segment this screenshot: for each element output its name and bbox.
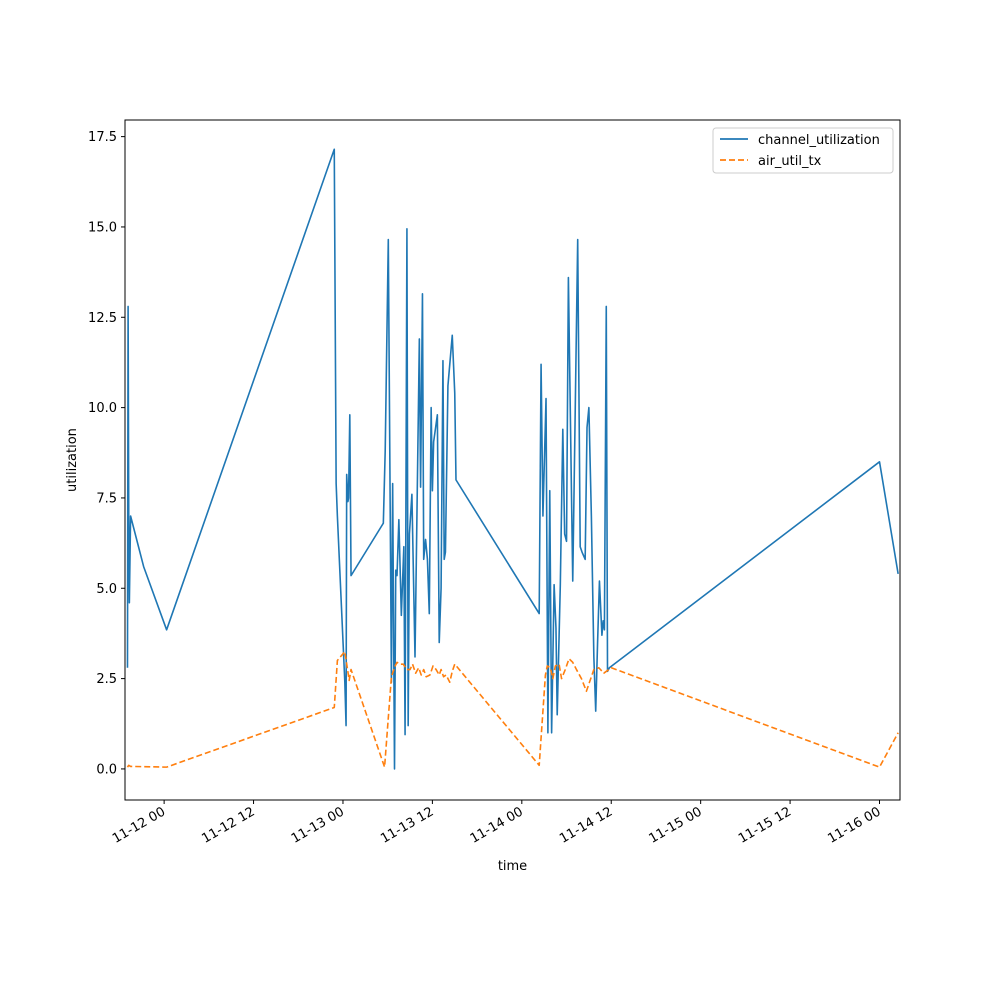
y-axis: 0.0 2.5 5.0 7.5 10.0 12.5 15.0 17.5 — [88, 130, 125, 777]
x-axis-label: time — [498, 859, 527, 874]
legend-entry-channel-utilization: channel_utilization — [758, 133, 880, 148]
legend: channel_utilization air_util_tx — [712, 127, 894, 174]
y-tick-label: 5.0 — [96, 582, 117, 597]
series-line-channel-utilization — [126, 148, 899, 770]
axes-background — [125, 120, 900, 800]
plot-area — [125, 120, 900, 800]
y-tick-label: 12.5 — [88, 311, 117, 326]
y-tick-label: 10.0 — [88, 401, 117, 416]
series-layer — [126, 148, 899, 770]
axes-frame — [124, 119, 901, 801]
y-tick-label: 17.5 — [88, 130, 117, 145]
y-tick-label: 2.5 — [96, 672, 117, 687]
y-axis-label: utilization — [65, 428, 80, 492]
legend-box — [712, 127, 894, 174]
y-tick-label: 15.0 — [88, 220, 117, 235]
y-tick-label: 0.0 — [96, 762, 117, 777]
y-tick-label: 7.5 — [96, 491, 117, 506]
legend-entry-air-util-tx: air_util_tx — [758, 154, 822, 169]
